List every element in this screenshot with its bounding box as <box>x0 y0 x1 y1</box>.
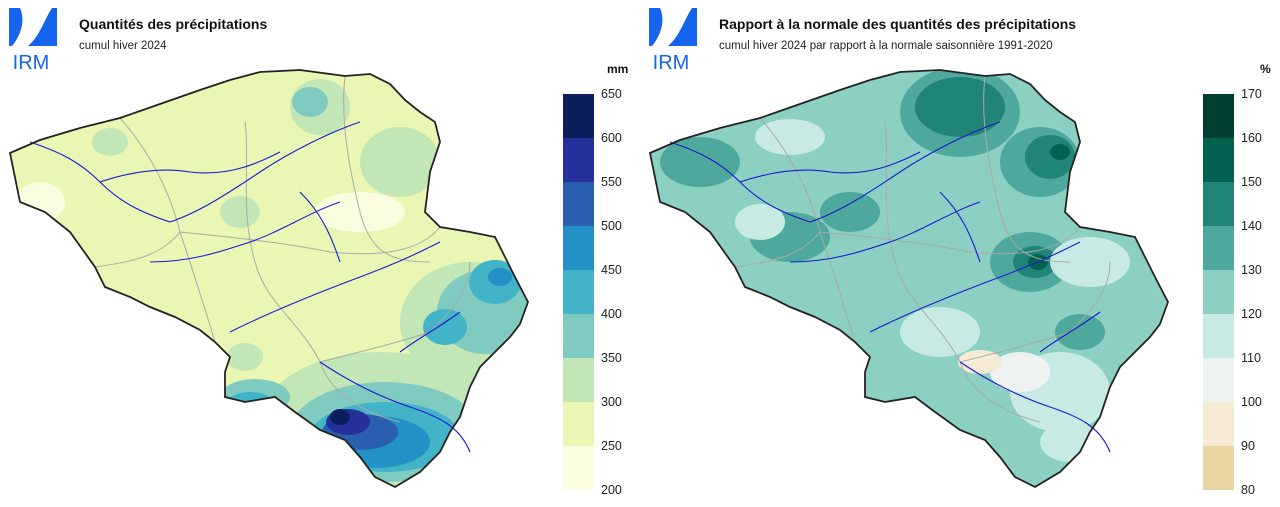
logo-text: IRM <box>13 52 50 72</box>
legend-swatch <box>1203 358 1234 402</box>
precip-quantity-panel: IRM Quantités des précipitations cumul h… <box>9 8 629 497</box>
map-title: Quantités des précipitations <box>79 16 268 32</box>
precip-ratio-panel: IRM Rapport à la normale des quantités d… <box>640 0 1280 507</box>
river-network <box>29 121 471 453</box>
legend-swatch <box>563 226 594 270</box>
legend-swatch <box>563 402 594 446</box>
legend-swatch <box>563 94 594 138</box>
irm-logo: IRM <box>9 8 57 72</box>
legend-tick-label: 200 <box>601 483 622 497</box>
legend-tick-label: 80 <box>1241 483 1255 497</box>
legend-tick-label: 550 <box>601 175 622 189</box>
legend-swatch <box>1203 94 1234 138</box>
legend-tick-label: 90 <box>1241 439 1255 453</box>
legend-swatch <box>1203 446 1234 490</box>
ratio-zones <box>650 70 1168 487</box>
legend-swatch <box>1203 402 1234 446</box>
legend-unit: mm <box>607 62 629 76</box>
logo-text: IRM <box>653 52 690 72</box>
legend-swatch <box>563 358 594 402</box>
legend-tick-label: 600 <box>601 131 622 145</box>
ratio-legend: 170 160 150 140 130 120 110 100 90 80 <box>1203 87 1262 497</box>
river-network <box>669 121 1111 453</box>
precip-ratio-map <box>649 69 1169 488</box>
legend-swatch <box>563 138 594 182</box>
legend-swatch <box>1203 138 1234 182</box>
precip-map <box>9 69 529 488</box>
legend-tick-label: 100 <box>1241 395 1262 409</box>
legend-tick-label: 110 <box>1241 351 1261 365</box>
legend-swatch <box>1203 314 1234 358</box>
legend-swatch <box>1203 182 1234 226</box>
legend-swatch <box>1203 226 1234 270</box>
legend-tick-label: 650 <box>601 87 622 101</box>
map-subtitle: cumul hiver 2024 par rapport à la normal… <box>719 40 1053 52</box>
legend-tick-label: 400 <box>601 307 622 321</box>
legend-unit: % <box>1260 62 1271 76</box>
legend-swatch <box>563 182 594 226</box>
legend-tick-label: 300 <box>601 395 622 409</box>
legend-tick-label: 160 <box>1241 131 1262 145</box>
legend-swatch <box>1203 270 1234 314</box>
map-title: Rapport à la normale des quantités des p… <box>719 16 1077 32</box>
map-subtitle: cumul hiver 2024 <box>79 40 167 52</box>
precip-zones <box>10 70 528 487</box>
legend-tick-label: 250 <box>601 439 622 453</box>
legend-swatch <box>563 446 594 490</box>
legend-swatch <box>563 314 594 358</box>
legend-tick-label: 150 <box>1241 175 1262 189</box>
legend-tick-label: 170 <box>1241 87 1262 101</box>
legend-tick-label: 350 <box>601 351 622 365</box>
legend-tick-label: 140 <box>1241 219 1262 233</box>
legend-tick-label: 130 <box>1241 263 1262 277</box>
irm-logo: IRM <box>649 8 697 72</box>
precip-legend: 650 600 550 500 450 400 350 300 250 200 <box>563 87 622 497</box>
legend-tick-label: 500 <box>601 219 622 233</box>
legend-swatch <box>563 270 594 314</box>
legend-tick-label: 120 <box>1241 307 1262 321</box>
legend-tick-label: 450 <box>601 263 622 277</box>
